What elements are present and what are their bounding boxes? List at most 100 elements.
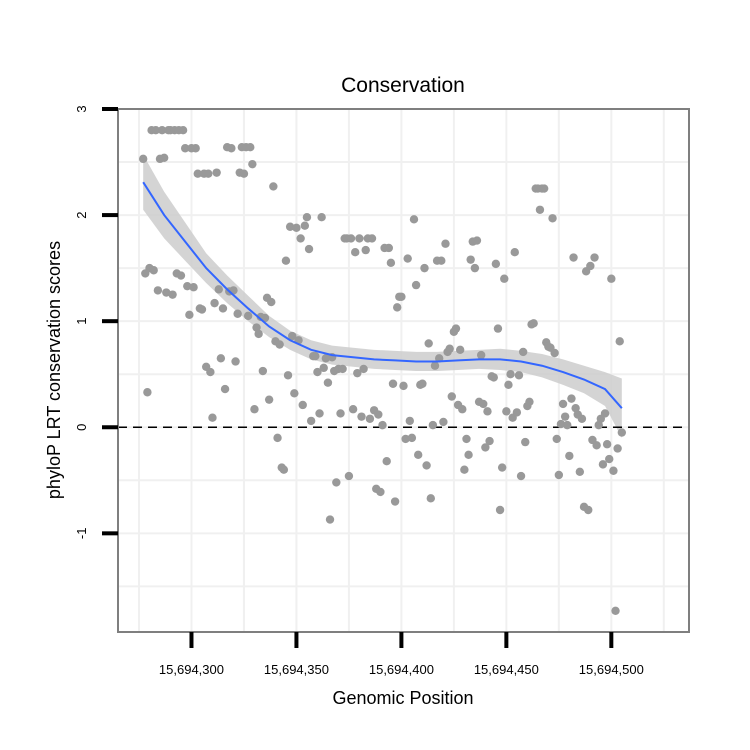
data-point: [220, 384, 230, 394]
x-tick-label: 15,694,350: [264, 662, 329, 677]
smooth-trend-line: [142, 181, 623, 409]
data-point: [208, 413, 217, 422]
data-point: [374, 410, 383, 419]
data-point: [510, 248, 519, 257]
data-point: [378, 420, 387, 430]
data-point: [296, 234, 305, 243]
x-tick-label: 15,694,450: [474, 662, 539, 677]
data-point: [565, 451, 574, 461]
data-point: [506, 370, 515, 379]
data-point: [283, 371, 293, 380]
x-axis-ticks: 15,694,300 15,694,350 15,694,400 15,694,450…: [159, 632, 644, 677]
data-point: [176, 271, 186, 280]
y-axis-label: phyloP LRT conservation scores: [44, 241, 64, 499]
data-point: [462, 434, 471, 444]
data-point: [558, 399, 568, 409]
data-point: [191, 144, 200, 153]
data-point: [315, 409, 324, 418]
data-point: [602, 440, 612, 449]
data-point: [231, 357, 240, 366]
data-point: [151, 126, 160, 135]
data-point: [615, 337, 624, 346]
data-point: [359, 364, 368, 374]
data-point: [397, 292, 406, 301]
data-point: [267, 297, 276, 307]
data-point: [495, 505, 505, 515]
data-point: [246, 142, 255, 152]
data-point: [273, 433, 282, 443]
data-points: [138, 126, 627, 615]
data-point: [355, 234, 364, 243]
data-point: [178, 126, 188, 135]
data-point: [489, 373, 498, 382]
confidence-band: [143, 154, 622, 438]
data-point: [365, 414, 375, 423]
data-point: [292, 223, 301, 233]
data-point: [584, 505, 593, 515]
data-point: [348, 405, 358, 414]
data-point: [306, 416, 316, 426]
data-point: [556, 419, 566, 429]
data-point: [617, 428, 627, 437]
data-point: [571, 403, 580, 413]
data-point: [376, 487, 385, 497]
data-point: [351, 248, 360, 257]
data-point: [598, 460, 608, 469]
data-point: [550, 348, 559, 358]
y-tick-label: 0: [74, 424, 89, 431]
data-point: [258, 366, 268, 376]
data-point: [353, 368, 362, 378]
data-point: [466, 255, 475, 264]
data-point: [212, 168, 221, 177]
data-point: [204, 169, 213, 178]
data-point: [248, 159, 257, 169]
data-point: [269, 182, 278, 191]
data-point: [243, 311, 253, 321]
plot-background: [118, 109, 689, 632]
data-point: [193, 169, 202, 178]
data-point: [600, 409, 610, 418]
data-point: [512, 408, 522, 417]
data-point: [411, 280, 421, 290]
x-tick-label: 15,694,500: [579, 662, 644, 677]
data-point: [483, 407, 492, 416]
data-point: [384, 243, 394, 253]
data-point: [525, 397, 534, 406]
data-point: [279, 465, 289, 474]
data-point: [210, 298, 219, 308]
data-point: [214, 285, 223, 294]
data-point: [180, 144, 190, 153]
data-point: [143, 388, 152, 397]
data-point: [290, 389, 299, 398]
x-tick-label: 15,694,400: [369, 662, 434, 677]
data-point: [413, 450, 423, 460]
data-point: [552, 434, 561, 444]
data-point: [554, 470, 564, 480]
data-point: [567, 394, 576, 403]
data-point: [393, 303, 402, 312]
data-point: [476, 350, 486, 360]
data-point: [577, 414, 587, 423]
data-point: [325, 515, 335, 524]
data-point: [428, 420, 438, 430]
data-point: [472, 236, 482, 245]
data-point: [422, 461, 431, 470]
data-point: [319, 363, 328, 373]
data-point: [206, 367, 215, 377]
data-point: [548, 214, 557, 223]
data-point: [420, 263, 429, 273]
data-point: [275, 340, 284, 349]
data-point: [197, 305, 207, 314]
data-point: [613, 444, 622, 453]
data-point: [455, 345, 465, 355]
data-point: [451, 324, 461, 333]
grid-lines: [118, 108, 689, 632]
data-point: [338, 364, 347, 374]
data-point: [590, 253, 599, 262]
data-point: [491, 259, 501, 269]
data-point: [302, 213, 312, 222]
data-point: [424, 339, 433, 348]
data-point: [288, 331, 297, 341]
x-axis-label: Genomic Position: [332, 688, 473, 708]
